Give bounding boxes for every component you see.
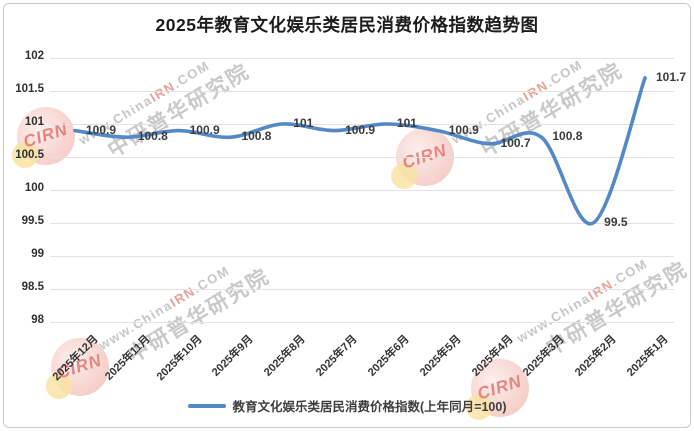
y-axis-tick-label: 99.5 [21,215,44,227]
y-axis-tick-label: 101 [24,116,44,128]
data-point-label: 99.5 [604,215,628,229]
data-point-label: 100.9 [189,122,220,137]
gridline [50,91,674,92]
data-point-label: 100.9 [86,122,117,137]
data-point-label: 100.8 [241,129,272,144]
data-point-label: 101 [396,116,417,130]
data-point-label: 101.7 [655,69,687,84]
data-point-label: 100.9 [448,122,479,137]
data-point-label: 100.9 [345,122,376,137]
cirn-logo-watermark: CIRN [466,359,529,420]
gridline [50,157,674,158]
gridline [50,223,674,224]
legend: 教育文化娱乐类居民消费价格指数(上年同月=100) [0,396,694,415]
trend-line-path [73,76,647,226]
y-axis-tick-label: 100.5 [15,149,44,161]
legend-line-marker [187,403,226,408]
data-point-label: 100.8 [137,129,168,144]
y-axis-tick-label: 102 [24,50,44,62]
gridline [50,322,674,323]
chart-title: 2025年教育文化娱乐类居民消费价格指数趋势图 [155,15,539,35]
gridline [50,289,674,290]
gridline [50,256,674,257]
y-axis-tick-label: 99 [31,248,44,260]
data-point-label: 100.8 [552,129,583,144]
gridline [50,190,674,191]
y-axis-tick-label: 100 [24,182,44,194]
cirn-logo-watermark: CIRN [46,338,109,399]
data-point-label: 100.7 [500,135,531,150]
legend-label: 教育文化娱乐类居民消费价格指数(上年同月=100) [232,400,507,414]
cirn-logo-watermark: CIRN [12,107,75,168]
gridline [50,58,674,59]
y-axis-tick-label: 98.5 [21,281,44,293]
y-axis-tick-label: 101.5 [15,83,44,95]
gridline [50,124,674,125]
data-point-label: 101 [293,116,314,130]
y-axis-tick-label: 98 [31,314,44,326]
